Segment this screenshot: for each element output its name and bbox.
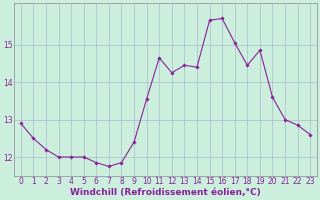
X-axis label: Windchill (Refroidissement éolien,°C): Windchill (Refroidissement éolien,°C): [70, 188, 261, 197]
